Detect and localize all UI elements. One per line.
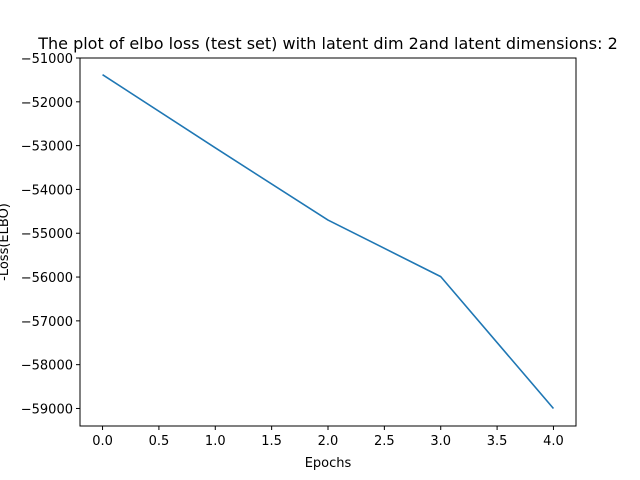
x-tick-label: 0.5	[149, 434, 170, 449]
y-axis-label: -Loss(ELBO)	[0, 203, 12, 281]
x-tick-label: 2.5	[374, 434, 395, 449]
y-tick-label: −57000	[21, 315, 73, 330]
series-layer	[102, 73, 555, 409]
x-tick-label: 0.0	[92, 434, 113, 449]
y-tick-label: −53000	[21, 140, 73, 155]
plot-frame	[79, 57, 577, 427]
x-tick-label: 2.0	[318, 434, 339, 449]
x-axis-label: Epochs	[305, 456, 352, 471]
x-tick-label: 1.5	[261, 434, 282, 449]
x-axis-ticks: 0.0 0.5 1.0 1.5 2.0 2.5 3.0 3.5 4.0	[92, 426, 564, 449]
series-line	[102, 73, 555, 409]
chart-title: The plot of elbo loss (test set) with la…	[37, 34, 618, 53]
x-tick-label: 1.0	[205, 434, 226, 449]
y-tick-label: −59000	[21, 402, 73, 417]
x-tick-label: 4.0	[543, 434, 564, 449]
x-tick-label: 3.0	[430, 434, 451, 449]
y-tick-label: −58000	[21, 359, 73, 374]
y-tick-label: −51000	[21, 52, 73, 67]
y-tick-label: −56000	[21, 271, 73, 286]
y-axis-ticks: −51000 −52000 −53000 −54000 −55000 −56000 −570…	[21, 52, 80, 417]
y-tick-label: −54000	[21, 183, 73, 198]
y-tick-label: −52000	[21, 96, 73, 111]
x-tick-label: 3.5	[487, 434, 508, 449]
y-tick-label: −55000	[21, 227, 73, 242]
